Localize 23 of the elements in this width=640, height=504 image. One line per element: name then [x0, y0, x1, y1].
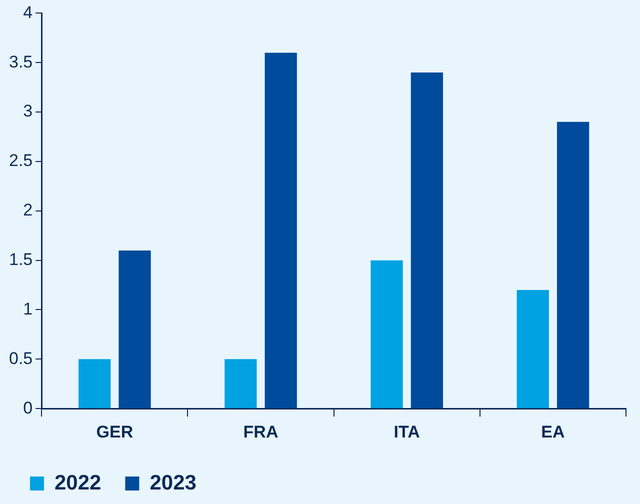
y-tick-label: 0.5: [8, 348, 33, 368]
y-tick-label: 4: [23, 2, 33, 22]
y-tick-label: 2: [23, 200, 33, 220]
y-tick-label: 2.5: [8, 151, 33, 170]
x-tick-label: ITA: [394, 422, 420, 442]
x-tick-label: FRA: [243, 422, 278, 442]
y-tick-label: 3: [23, 102, 33, 121]
legend-label: 2022: [54, 471, 102, 494]
legend-label: 2023: [150, 471, 196, 494]
x-tick-label: GER: [96, 422, 134, 442]
bar: [516, 290, 549, 408]
y-tick-label: 1: [23, 299, 33, 318]
bar: [370, 260, 403, 408]
y-tick-label: 1.5: [8, 250, 33, 270]
bar: [224, 359, 257, 408]
y-tick-label: 3.5: [8, 52, 33, 72]
bar: [410, 72, 444, 408]
bar: [118, 250, 151, 408]
bar: [264, 52, 297, 408]
bar: [556, 122, 590, 408]
bar: [78, 359, 111, 408]
y-tick-label: 0: [23, 398, 33, 418]
x-tick-label: EA: [541, 422, 565, 442]
